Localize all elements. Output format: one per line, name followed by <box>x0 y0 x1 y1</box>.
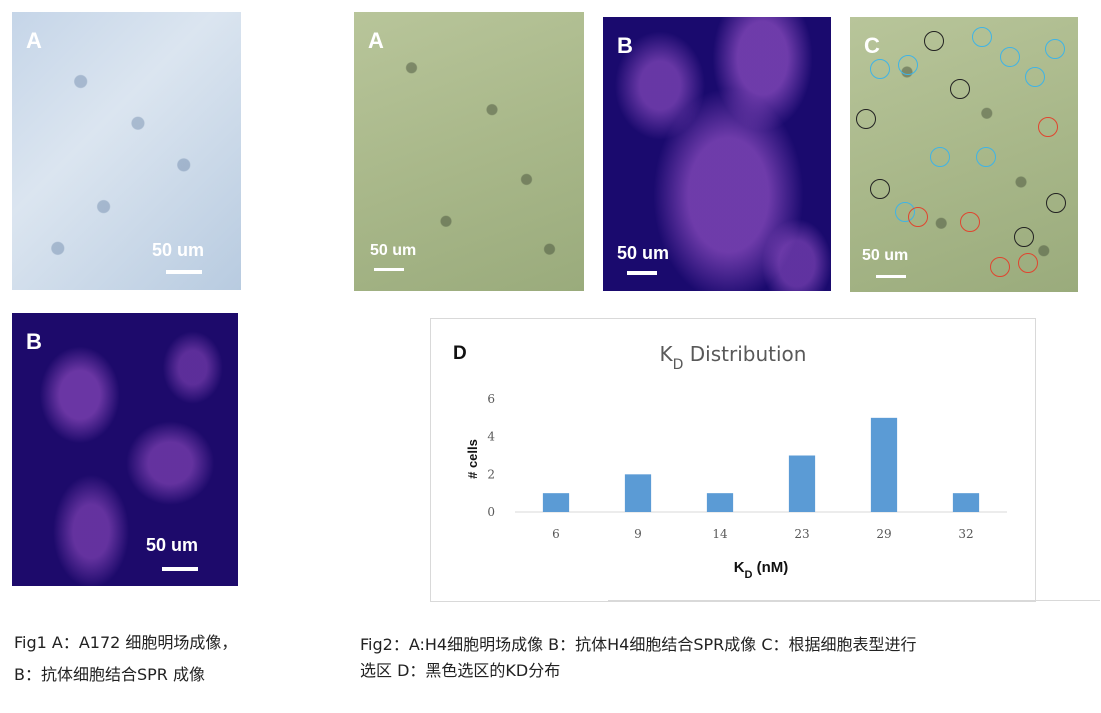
fig1-a-scale-text: 50 um <box>152 240 205 260</box>
y-axis-label: # cells <box>465 439 480 479</box>
blue-selection-ring <box>976 147 996 167</box>
black-selection-ring <box>1046 193 1066 213</box>
fig2-panel-d-label: D <box>453 343 467 364</box>
fig2-b-scale-bar <box>627 271 657 275</box>
fig2-brightfield-image: A 50 um <box>354 12 584 291</box>
blue-selection-ring <box>930 147 950 167</box>
fig2-panel-c-label: C <box>864 33 880 58</box>
fig1-a-scale-bar <box>166 270 202 274</box>
fig2-caption-line2: 选区 D：黑色选区的KD分布 <box>360 661 561 680</box>
bar <box>624 474 652 512</box>
x-tick-label: 14 <box>712 527 728 541</box>
kd-distribution-chart-panel: D KD Distribution 0 2 4 6 6 9 14 23 29 32 # cells KD… <box>430 318 1036 602</box>
fig2-b-scale-text: 50 um <box>617 243 670 263</box>
blue-selection-ring <box>1025 67 1045 87</box>
black-selection-ring <box>950 79 970 99</box>
fig1-caption-line1: Fig1 A：A172 细胞明场成像， <box>14 633 238 652</box>
bar <box>788 455 816 512</box>
x-axis-label: KD (nM) <box>734 559 789 581</box>
black-selection-ring <box>924 31 944 51</box>
x-tick-label: 23 <box>794 527 809 541</box>
fig2-panel-b-label: B <box>617 33 633 58</box>
y-tick-label: 0 <box>487 505 495 519</box>
blue-selection-ring <box>1045 39 1065 59</box>
fig2-caption-line1: Fig2：A:H4细胞明场成像 B：抗体H4细胞结合SPR成像 C：根据细胞表型… <box>360 635 917 654</box>
x-tick-label: 29 <box>876 527 891 541</box>
fig1-spr-image: B 50 um <box>12 313 238 586</box>
red-selection-ring <box>908 207 928 227</box>
fig2-panel-a-label: A <box>368 28 384 53</box>
red-selection-ring <box>1018 253 1038 273</box>
black-selection-ring <box>870 179 890 199</box>
black-selection-ring <box>856 109 876 129</box>
kd-distribution-chart: KD Distribution 0 2 4 6 6 9 14 23 29 32 # cells KD (… <box>465 342 1007 581</box>
y-tick-label: 2 <box>487 467 495 481</box>
fig2-c-scale-text: 50 um <box>862 247 909 264</box>
blue-selection-ring <box>898 55 918 75</box>
red-selection-ring <box>990 257 1010 277</box>
red-selection-ring <box>960 212 980 232</box>
fig1-panel-a-label: A <box>26 28 42 53</box>
fig1-b-scale-bar <box>162 567 198 571</box>
fig2-a-scale-text: 50 um <box>370 242 417 259</box>
chart-title: KD Distribution <box>660 342 807 373</box>
x-tick-label: 9 <box>634 527 642 541</box>
fig2-phenotype-selection-image: C 50 um <box>850 17 1078 292</box>
bar <box>952 493 980 512</box>
fig1-panel-b-label: B <box>26 329 42 354</box>
x-tick-label: 6 <box>552 527 560 541</box>
fig1-brightfield-image: A 50 um <box>12 12 241 290</box>
fig1-b-scale-text: 50 um <box>146 535 199 555</box>
chart-frame-divider <box>608 600 1100 601</box>
black-selection-ring <box>1014 227 1034 247</box>
fig2-c-scale-bar <box>876 275 906 278</box>
blue-selection-ring <box>870 59 890 79</box>
fig2-a-scale-bar <box>374 268 404 271</box>
y-tick-label: 4 <box>487 430 495 444</box>
fig1-caption-line2: B：抗体细胞结合SPR 成像 <box>14 665 205 684</box>
blue-selection-ring <box>1000 47 1020 67</box>
fig2-spr-image: B 50 um <box>603 17 831 291</box>
bar <box>542 493 570 512</box>
red-selection-ring <box>1038 117 1058 137</box>
bar <box>870 417 898 512</box>
blue-selection-ring <box>972 27 992 47</box>
bar <box>706 493 734 512</box>
x-tick-label: 32 <box>958 527 973 541</box>
y-tick-label: 6 <box>487 392 495 406</box>
